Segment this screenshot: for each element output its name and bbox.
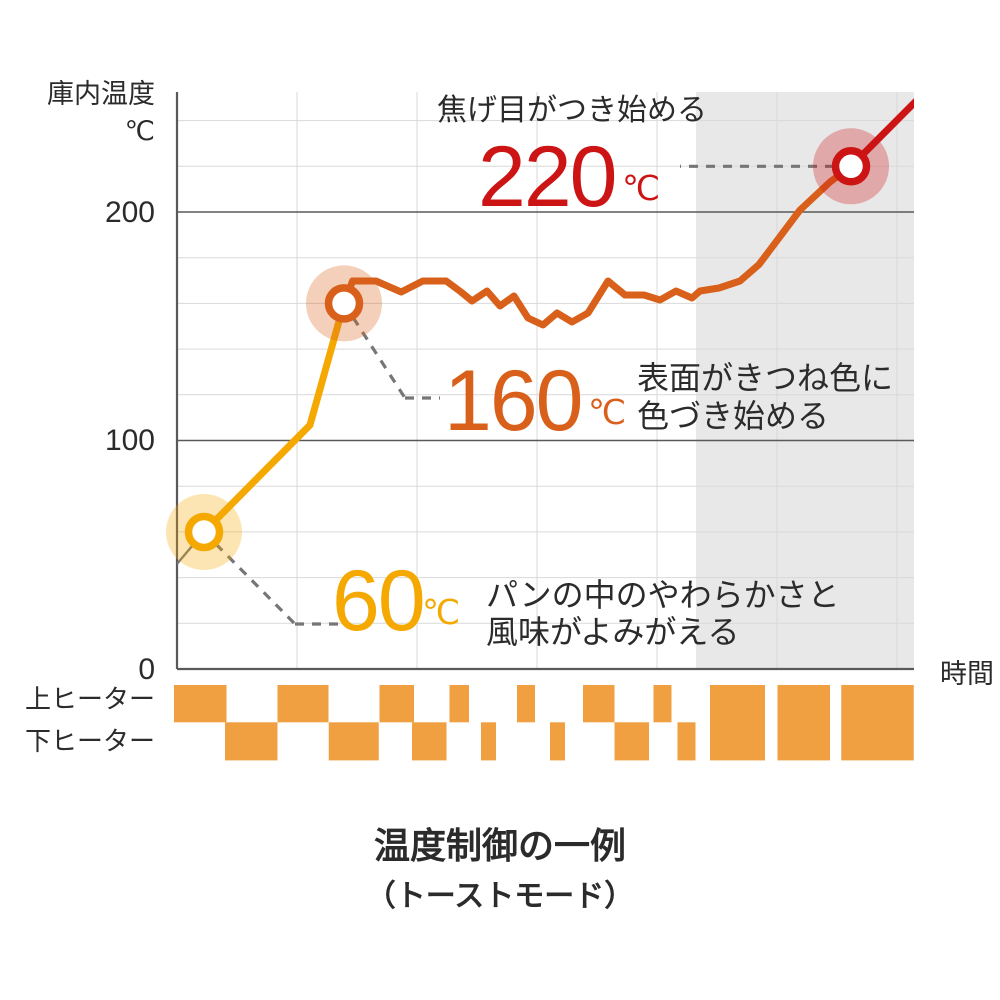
svg-text:下ヒーター: 下ヒーター [25, 726, 155, 756]
svg-text:160: 160 [444, 353, 582, 449]
svg-text:上ヒーター: 上ヒーター [25, 684, 155, 714]
svg-text:100: 100 [105, 424, 155, 457]
svg-text:℃: ℃ [125, 116, 155, 146]
svg-text:60: 60 [332, 553, 424, 649]
svg-text:220: 220 [478, 129, 616, 225]
svg-text:パンの中のやわらかさと: パンの中のやわらかさと [486, 577, 840, 613]
svg-text:色づき始める: 色づき始める [637, 398, 829, 434]
svg-text:風味がよみがえる: 風味がよみがえる [486, 614, 739, 650]
svg-text:0: 0 [138, 653, 155, 686]
svg-text:200: 200 [105, 196, 155, 229]
svg-text:℃: ℃ [588, 394, 626, 432]
svg-text:温度制御の一例: 温度制御の一例 [374, 825, 626, 866]
svg-text:焦げ目がつき始める: 焦げ目がつき始める [437, 94, 707, 127]
svg-text:庫内温度: 庫内温度 [47, 79, 155, 109]
svg-text:℃: ℃ [422, 594, 460, 632]
svg-text:時間: 時間 [940, 659, 994, 689]
svg-text:（トーストモード）: （トーストモード） [366, 879, 635, 913]
svg-text:表面がきつね色に: 表面がきつね色に [637, 360, 893, 396]
svg-text:℃: ℃ [622, 170, 660, 208]
